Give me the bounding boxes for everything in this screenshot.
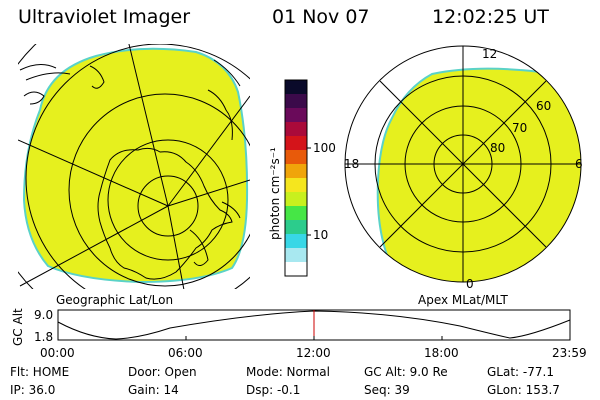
right-uv-image: [376, 67, 581, 282]
time-tick-1200: 12:00: [296, 346, 331, 360]
colorbar-swatch: [285, 80, 307, 95]
date-readout: 01 Nov 07: [272, 6, 370, 28]
status-gc-alt: GC Alt: 9.0 Re: [364, 365, 448, 379]
status-seq: Seq: 39: [364, 383, 410, 397]
right-polar-grid: [344, 45, 582, 283]
geographic-panel: Geographic Lat/Lon: [18, 44, 250, 307]
colorbar: 100 10 photon cm⁻²s⁻¹: [268, 79, 336, 277]
altitude-strip: 9.0 1.8 GC Alt 00:00 06:00 12:00 18:00 2…: [11, 308, 587, 360]
app-title: Ultraviolet Imager: [18, 6, 191, 28]
status-ip: IP: 36.0: [10, 383, 55, 397]
left-panel-label: Geographic Lat/Lon: [56, 293, 173, 307]
time-readout: 12:02:25 UT: [432, 6, 549, 28]
colorbar-unit-label: photon cm⁻²s⁻¹: [268, 147, 282, 240]
colorbar-swatch: [285, 178, 307, 193]
status-gain: Gain: 14: [128, 383, 179, 397]
colorbar-swatch: [285, 122, 307, 137]
status-glat: GLat: -77.1: [487, 365, 554, 379]
left-coastlines: [19, 59, 241, 280]
alt-tick-top: 9.0: [34, 308, 53, 322]
left-lat-grid: [18, 44, 250, 289]
colorbar-tick-100: 100: [313, 141, 336, 155]
mlt-label-18: 18: [344, 157, 359, 171]
colorbar-swatch: [285, 108, 307, 123]
status-glon: GLon: 153.7: [487, 383, 560, 397]
colorbar-swatch: [285, 262, 307, 277]
right-panel-label: Apex MLat/MLT: [418, 293, 508, 307]
colorbar-swatch: [285, 192, 307, 207]
colorbar-swatch: [285, 150, 307, 165]
time-tick-0000: 00:00: [40, 346, 75, 360]
status-flt: Flt: HOME: [10, 365, 69, 379]
mlt-label-6: 6: [575, 157, 583, 171]
status-block: Flt: HOME IP: 36.0 Door: Open Gain: 14 M…: [10, 365, 560, 397]
colorbar-swatch: [285, 206, 307, 221]
magnetic-panel: 12 18 6 0 60 70 80 Apex MLat/MLT: [344, 45, 583, 307]
time-tick-1800: 18:00: [424, 346, 459, 360]
left-uv-image: [22, 47, 249, 284]
time-tick-2359: 23:59: [552, 346, 587, 360]
colorbar-swatch: [285, 220, 307, 235]
mlt-label-12: 12: [482, 47, 497, 61]
mlat-label-60: 60: [536, 99, 551, 113]
alt-tick-bottom: 1.8: [34, 330, 53, 344]
colorbar-swatches: [285, 80, 307, 277]
status-mode: Mode: Normal: [246, 365, 330, 379]
mlat-label-80: 80: [490, 141, 505, 155]
status-door: Door: Open: [128, 365, 197, 379]
colorbar-frame: [284, 79, 308, 277]
colorbar-tick-10: 10: [313, 228, 328, 242]
mlat-label-70: 70: [512, 121, 527, 135]
time-tick-0600: 06:00: [168, 346, 203, 360]
mlt-label-0: 0: [466, 277, 474, 291]
colorbar-swatch: [285, 94, 307, 109]
left-lon-grid: [18, 44, 250, 289]
colorbar-swatch: [285, 248, 307, 263]
colorbar-swatch: [285, 234, 307, 249]
status-dsp: Dsp: -0.1: [246, 383, 300, 397]
colorbar-swatch: [285, 164, 307, 179]
colorbar-swatch: [285, 136, 307, 151]
alt-axis-label: GC Alt: [11, 308, 25, 346]
